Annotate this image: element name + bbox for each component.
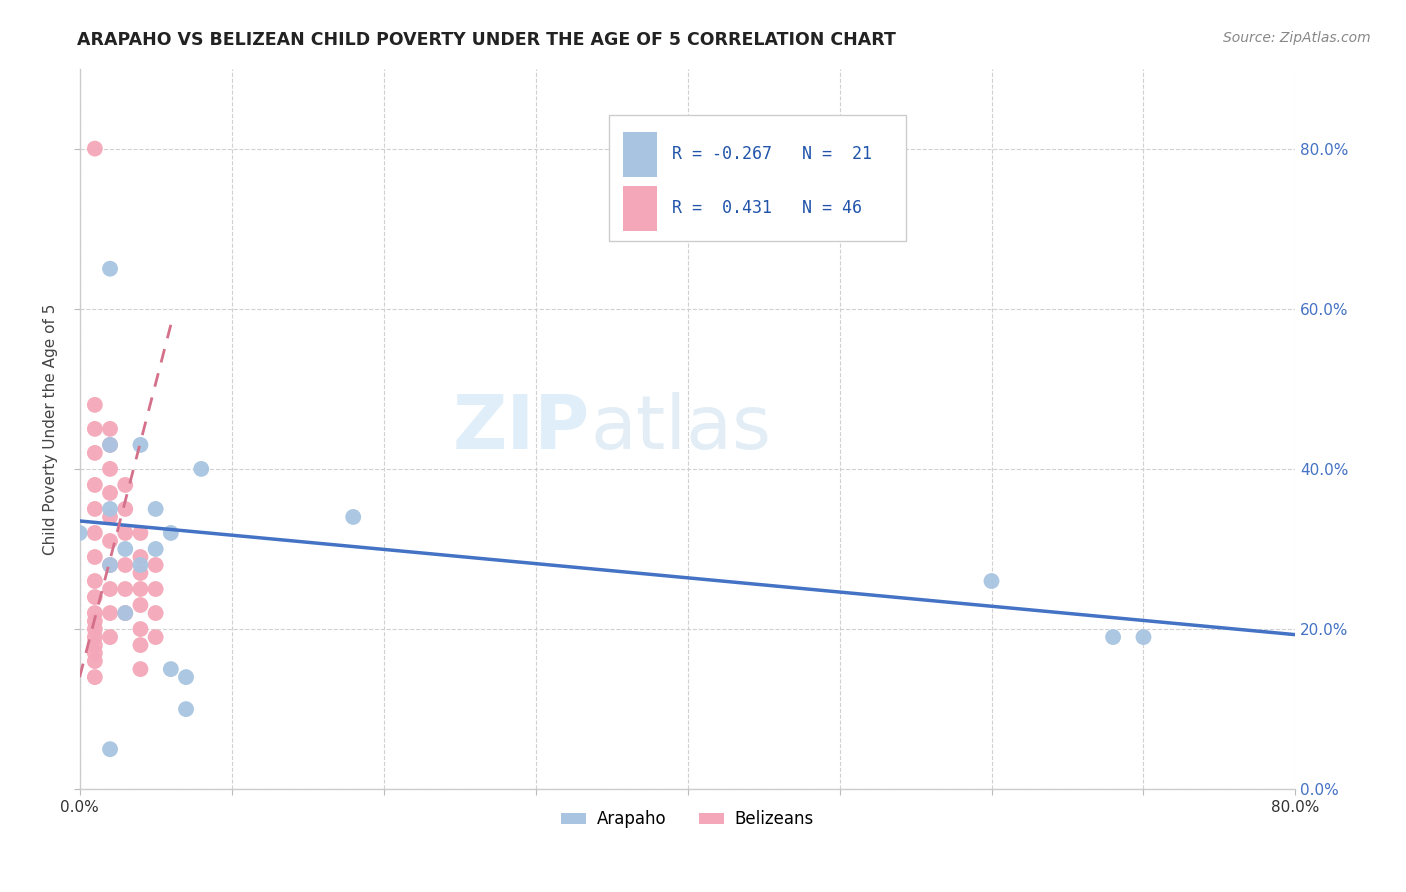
Point <box>190 462 212 476</box>
Point <box>129 638 152 652</box>
Point <box>129 622 152 636</box>
Point <box>98 742 121 756</box>
Point <box>129 566 152 580</box>
FancyBboxPatch shape <box>623 132 657 177</box>
Point <box>98 558 121 572</box>
Point <box>114 526 136 541</box>
Point <box>98 533 121 548</box>
Point <box>83 654 105 668</box>
Point <box>174 670 197 684</box>
Point <box>145 541 167 556</box>
Point <box>174 702 197 716</box>
Point <box>129 438 152 452</box>
Point <box>83 446 105 460</box>
Point <box>83 590 105 604</box>
Point <box>129 598 152 612</box>
Point <box>145 582 167 596</box>
FancyBboxPatch shape <box>623 186 657 231</box>
Point <box>1132 630 1154 644</box>
Text: ARAPAHO VS BELIZEAN CHILD POVERTY UNDER THE AGE OF 5 CORRELATION CHART: ARAPAHO VS BELIZEAN CHILD POVERTY UNDER … <box>77 31 896 49</box>
Point <box>114 582 136 596</box>
Point <box>98 630 121 644</box>
Point <box>114 502 136 516</box>
Point <box>145 630 167 644</box>
Point <box>114 558 136 572</box>
Point <box>114 606 136 620</box>
Point <box>145 502 167 516</box>
Point <box>83 398 105 412</box>
Point <box>1102 630 1125 644</box>
Point <box>98 261 121 276</box>
Point <box>98 582 121 596</box>
Point <box>69 526 91 541</box>
Point <box>98 462 121 476</box>
Point <box>129 549 152 564</box>
Point <box>83 630 105 644</box>
FancyBboxPatch shape <box>609 115 907 242</box>
Y-axis label: Child Poverty Under the Age of 5: Child Poverty Under the Age of 5 <box>44 303 58 555</box>
Point <box>83 614 105 628</box>
Text: ZIP: ZIP <box>453 392 591 466</box>
Point <box>83 670 105 684</box>
Point <box>83 526 105 541</box>
Point <box>160 662 183 676</box>
Legend: Arapaho, Belizeans: Arapaho, Belizeans <box>555 804 820 835</box>
Point <box>83 422 105 436</box>
Point <box>98 606 121 620</box>
Point <box>98 510 121 524</box>
Point <box>160 526 183 541</box>
Point <box>129 526 152 541</box>
Point <box>83 646 105 660</box>
Point <box>98 438 121 452</box>
Point <box>114 541 136 556</box>
Point <box>83 549 105 564</box>
Point <box>98 438 121 452</box>
Point <box>145 558 167 572</box>
Point <box>83 502 105 516</box>
Text: atlas: atlas <box>591 392 772 466</box>
Point <box>145 606 167 620</box>
Point <box>83 606 105 620</box>
Point <box>98 558 121 572</box>
Point <box>980 574 1002 588</box>
Point <box>342 510 364 524</box>
Text: Source: ZipAtlas.com: Source: ZipAtlas.com <box>1223 31 1371 45</box>
Point <box>83 638 105 652</box>
Point <box>114 478 136 492</box>
Point <box>83 142 105 156</box>
Point <box>98 502 121 516</box>
Point <box>83 574 105 588</box>
Point <box>129 582 152 596</box>
Point <box>129 662 152 676</box>
Point <box>98 486 121 500</box>
Point <box>114 606 136 620</box>
Point <box>129 558 152 572</box>
Point <box>83 622 105 636</box>
Text: R =  0.431   N = 46: R = 0.431 N = 46 <box>672 199 862 218</box>
Point <box>98 422 121 436</box>
Text: R = -0.267   N =  21: R = -0.267 N = 21 <box>672 145 872 163</box>
Point <box>83 478 105 492</box>
